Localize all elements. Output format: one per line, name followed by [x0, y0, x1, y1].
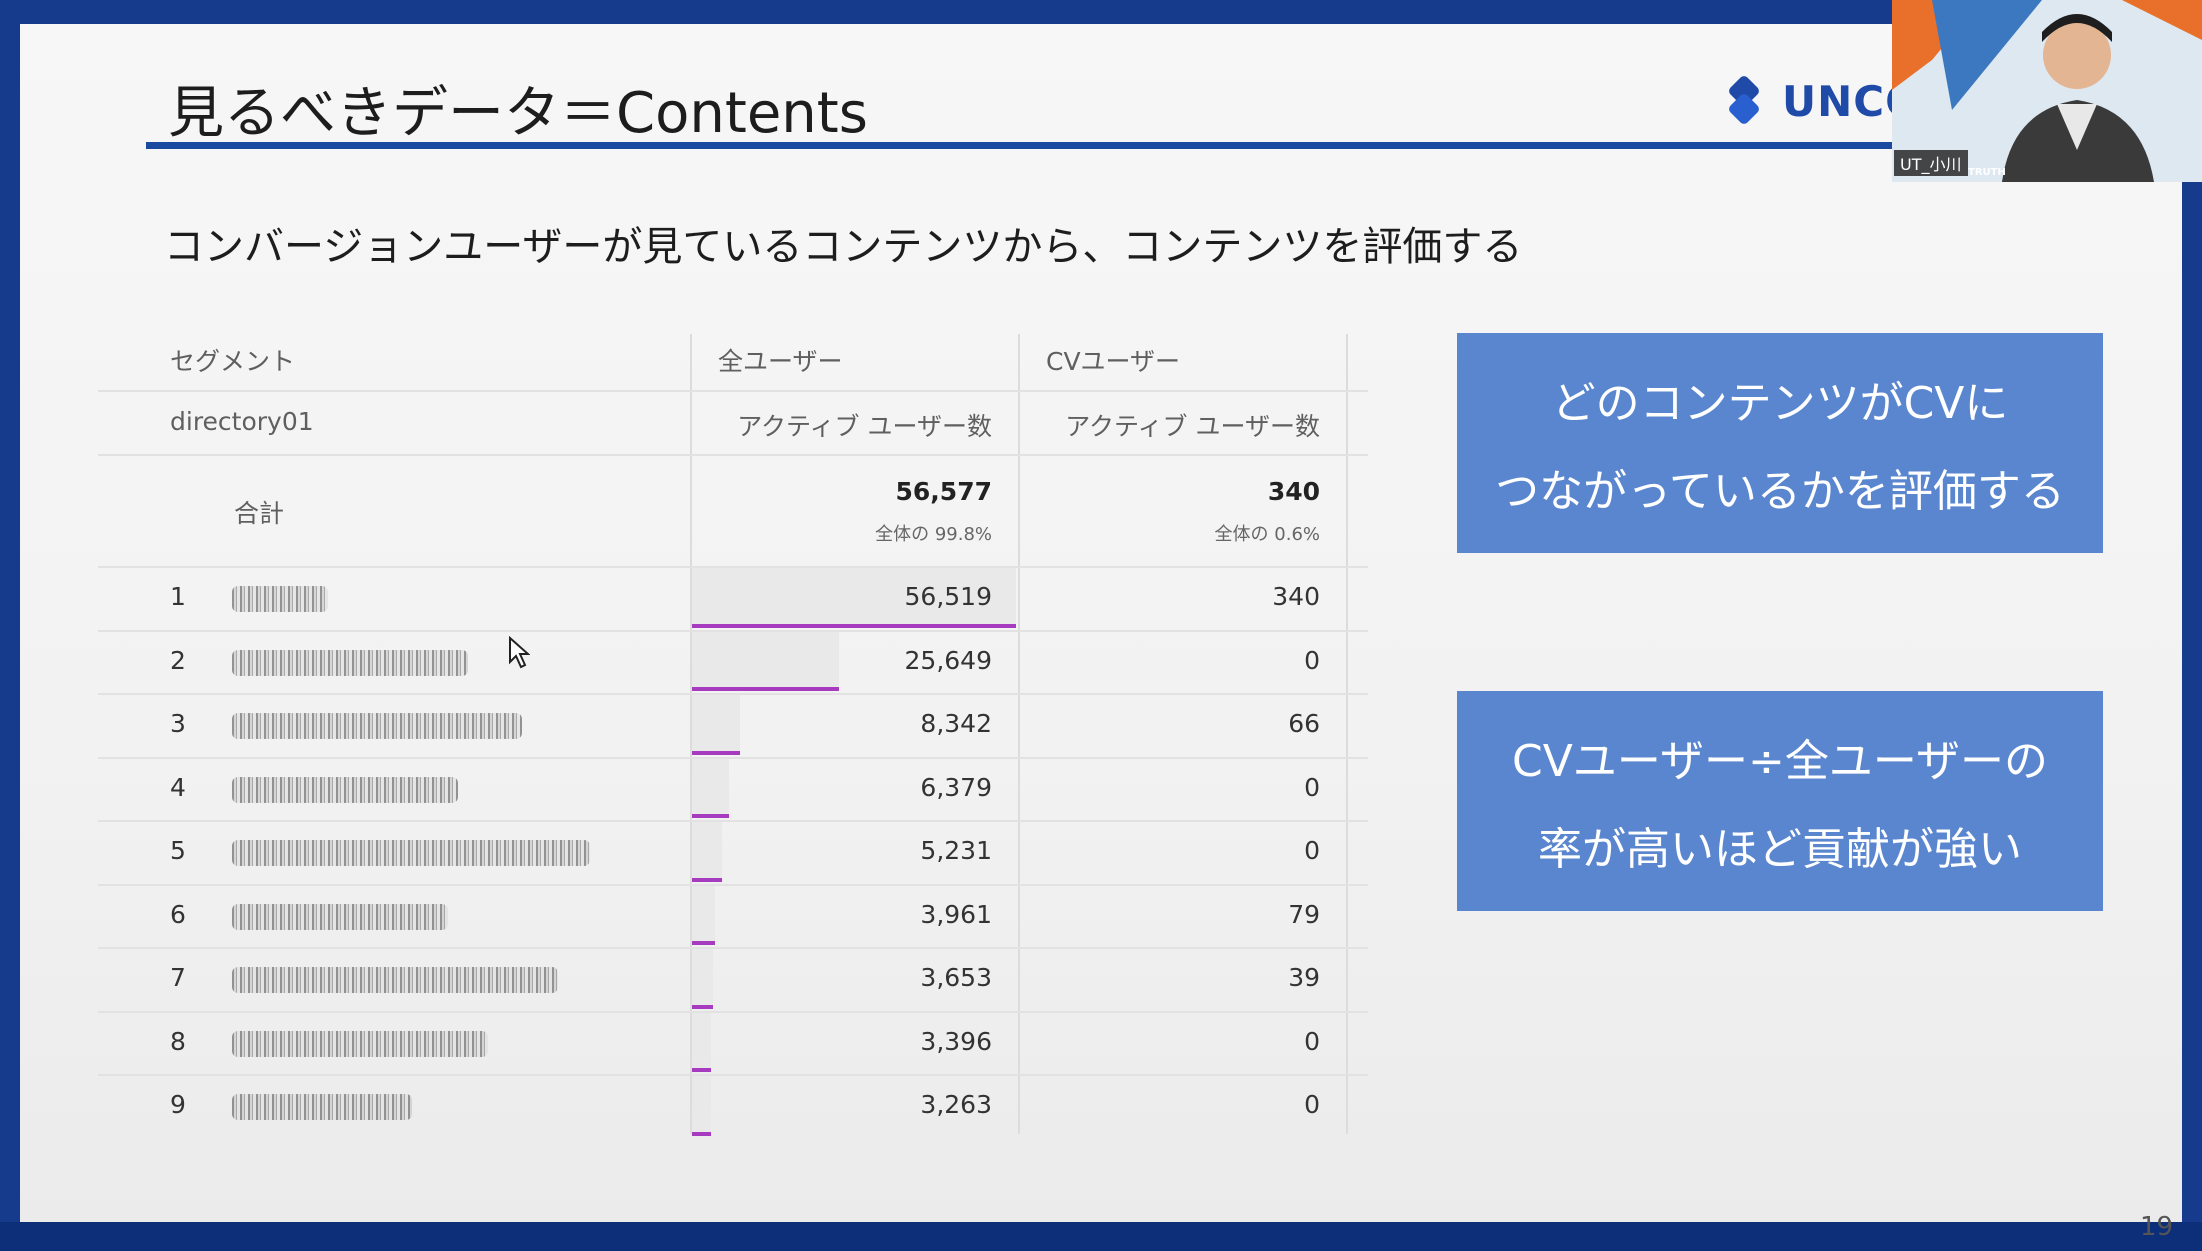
column-divider	[1018, 334, 1020, 1134]
bar-indicator	[692, 623, 1016, 628]
row-rank: 5	[170, 836, 186, 865]
bar-indicator	[692, 750, 740, 755]
bar-fill	[692, 631, 840, 689]
row-rank: 2	[170, 645, 186, 675]
row-all-users: 3,961	[920, 899, 992, 929]
row-rank: 9	[170, 1090, 186, 1119]
window-frame	[0, 1222, 2202, 1251]
row-divider	[98, 390, 1368, 392]
row-divider	[98, 566, 1368, 568]
metric-all-label: アクティブ ユーザー数	[737, 412, 992, 441]
redacted-page-name	[232, 586, 328, 612]
callout-line: つながっているかを評価する	[1495, 466, 2065, 517]
row-divider	[98, 1074, 1368, 1076]
row-divider	[98, 883, 1368, 886]
redacted-page-name	[232, 1094, 412, 1120]
callout-box-evaluate: どのコンテンツがCVに つながっているかを評価する	[1457, 333, 2103, 553]
metric-cv-label: アクティブ ユーザー数	[1065, 412, 1320, 441]
callout-box-ratio: CVユーザー÷全ユーザーの 率が高いほど貢献が強い	[1457, 691, 2103, 911]
row-divider	[98, 756, 1368, 759]
bar-fill	[692, 822, 722, 880]
participant-video-icon	[1892, 0, 2202, 182]
total-cv-percent: 全体の 0.6%	[1214, 524, 1320, 545]
redacted-page-name	[232, 1030, 488, 1057]
row-all-users: 56,519	[904, 582, 992, 611]
row-all-users: 3,653	[920, 963, 992, 992]
column-divider	[1346, 334, 1348, 1134]
row-rank: 3	[170, 709, 186, 738]
row-divider	[98, 454, 1368, 456]
logo-diamond-icon	[1729, 76, 1759, 124]
bar-fill	[692, 885, 715, 943]
row-divider	[98, 820, 1368, 822]
dimension-label: directory01	[170, 407, 314, 436]
row-cv-users: 0	[1304, 836, 1320, 865]
row-cv-users: 79	[1288, 899, 1320, 929]
header-cv-users: CVユーザー	[1046, 347, 1181, 376]
row-cv-users: 39	[1288, 963, 1320, 992]
row-rank: 7	[170, 963, 186, 992]
report-table: セグメント 全ユーザー CVユーザー directory01 アクティブ ユーザ…	[98, 334, 1368, 1136]
row-divider	[98, 1010, 1368, 1013]
bar-indicator	[692, 687, 840, 691]
column-divider	[690, 334, 692, 1134]
redacted-page-name	[232, 649, 468, 676]
page-number: 19	[2140, 1212, 2174, 1242]
row-rank: 8	[170, 1026, 186, 1056]
bar-fill	[692, 1076, 711, 1134]
title-underline	[146, 142, 2006, 149]
row-cv-users: 0	[1304, 1090, 1320, 1119]
row-cv-users: 66	[1288, 709, 1320, 738]
row-cv-users: 0	[1304, 645, 1320, 675]
bar-indicator	[692, 814, 729, 818]
header-segment: セグメント	[170, 347, 296, 376]
bar-indicator	[692, 1131, 711, 1136]
row-all-users: 6,379	[920, 772, 992, 802]
row-rank: 1	[170, 582, 186, 611]
bar-indicator	[692, 1004, 714, 1009]
bar-indicator	[692, 1068, 712, 1072]
callout-line: CVユーザー÷全ユーザーの	[1512, 736, 2048, 787]
redacted-page-name	[232, 840, 590, 866]
row-all-users: 3,396	[920, 1026, 992, 1056]
row-cv-users: 340	[1272, 582, 1320, 611]
row-rank: 6	[170, 899, 186, 929]
row-all-users: 25,649	[904, 645, 992, 675]
row-all-users: 5,231	[920, 836, 992, 865]
row-all-users: 3,263	[920, 1090, 992, 1119]
row-cv-users: 0	[1304, 1026, 1320, 1056]
row-divider	[98, 693, 1368, 695]
slide-subtitle: コンバージョンユーザーが見ているコンテンツから、コンテンツを評価する	[164, 224, 1523, 270]
bar-fill	[692, 949, 714, 1007]
slide: 見るべきデータ＝Contents UNCO コンバージョンユーザーが見ているコン…	[20, 24, 2182, 1242]
callout-line: 率が高いほど貢献が強い	[1538, 824, 2022, 875]
shirt-text: TRUTH	[1968, 167, 2006, 178]
row-divider	[98, 947, 1368, 949]
bar-fill	[692, 1012, 712, 1070]
row-all-users: 8,342	[920, 709, 992, 738]
bar-indicator	[692, 877, 722, 882]
slide-title: 見るべきデータ＝Contents	[168, 81, 868, 146]
redacted-page-name	[232, 713, 522, 739]
redacted-page-name	[232, 903, 448, 930]
redacted-page-name	[232, 776, 458, 803]
total-all-value: 56,577	[895, 477, 992, 506]
row-rank: 4	[170, 772, 186, 802]
redacted-page-name	[232, 967, 558, 993]
total-cv-value: 340	[1267, 477, 1320, 506]
bar-indicator	[692, 941, 715, 945]
header-all-users: 全ユーザー	[718, 347, 843, 376]
callout-line: どのコンテンツがCVに	[1551, 378, 2009, 429]
participant-name: UT_小川	[1894, 150, 1968, 176]
bar-fill	[692, 758, 729, 816]
total-label: 合計	[234, 499, 285, 528]
bar-fill	[692, 568, 1016, 626]
total-all-percent: 全体の 99.8%	[875, 524, 992, 545]
bar-fill	[692, 695, 740, 753]
mouse-cursor-icon	[509, 636, 530, 669]
row-cv-users: 0	[1304, 772, 1320, 802]
webcam-thumbnail[interactable]: UT_小川 TRUTH	[1892, 0, 2202, 182]
row-divider	[98, 629, 1368, 632]
